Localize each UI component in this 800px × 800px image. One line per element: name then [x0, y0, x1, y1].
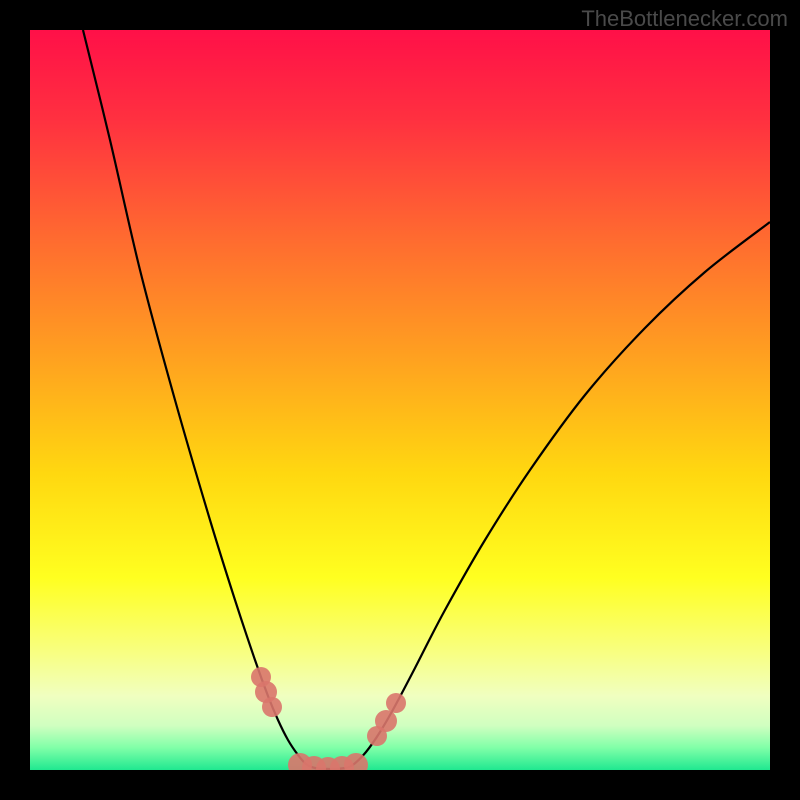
- watermark-text: TheBottlenecker.com: [581, 6, 788, 32]
- plot-area: [30, 30, 770, 770]
- data-marker: [262, 697, 282, 717]
- data-marker: [375, 710, 397, 732]
- bottleneck-curve: [30, 30, 770, 770]
- curve-path: [83, 30, 770, 769]
- data-marker: [386, 693, 406, 713]
- marker-group: [251, 667, 406, 770]
